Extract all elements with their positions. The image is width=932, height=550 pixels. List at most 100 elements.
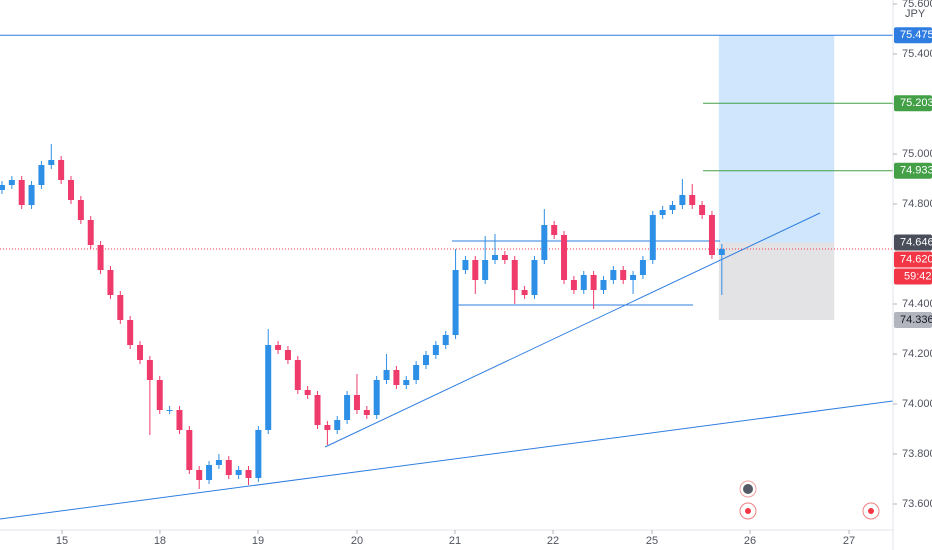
candle-body <box>176 410 183 430</box>
price-label: 74.933 <box>900 165 932 177</box>
candle-body <box>225 460 232 475</box>
candle-body <box>206 465 213 480</box>
currency-label: JPY <box>905 8 926 20</box>
candle-body <box>48 160 55 165</box>
candle-body <box>8 180 15 185</box>
candle-body <box>363 410 370 415</box>
trendline <box>0 400 894 520</box>
candle-body <box>442 335 449 345</box>
price-label-box <box>894 95 932 112</box>
candle-body <box>620 270 627 280</box>
candle-body <box>146 360 153 380</box>
x-tick-label: 27 <box>843 535 855 547</box>
price-label-box <box>894 251 932 268</box>
candle-body <box>699 205 706 215</box>
candle-body <box>196 470 203 480</box>
candle-body <box>649 215 656 260</box>
y-tick-label: 75.400 <box>902 48 932 60</box>
x-tick-label: 18 <box>154 535 166 547</box>
candle-body <box>344 395 351 420</box>
candle-body <box>334 420 341 430</box>
candle-body <box>639 260 646 275</box>
countdown-box <box>894 268 932 285</box>
candle-body <box>255 430 262 478</box>
candle-body <box>235 470 242 475</box>
price-label: 75.475 <box>900 29 932 41</box>
price-label-box <box>894 162 932 179</box>
event-icon-dot <box>743 484 753 494</box>
candle-body <box>492 255 499 260</box>
x-tick-label: 19 <box>252 535 264 547</box>
candle-body <box>600 280 607 290</box>
price-label-box <box>894 27 932 44</box>
event-icon-dot <box>868 508 874 514</box>
y-tick-label: 74.000 <box>902 398 932 410</box>
candle-body <box>87 220 94 245</box>
plot-area <box>0 34 894 520</box>
candle-body <box>610 270 617 280</box>
candle-body <box>383 370 390 380</box>
event-icon-dot <box>745 508 751 514</box>
candle-body <box>718 249 725 255</box>
candle-body <box>561 235 568 280</box>
candle-body <box>432 345 439 355</box>
y-tick-label: 74.400 <box>902 298 932 310</box>
x-tick-label: 20 <box>351 535 363 547</box>
x-tick-label: 22 <box>547 535 559 547</box>
x-tick-label: 25 <box>646 535 658 547</box>
candle-body <box>127 320 134 345</box>
y-tick-label: 75.600 <box>902 0 932 10</box>
candle-body <box>58 160 65 180</box>
profit-zone <box>718 35 835 243</box>
x-tick-label: 15 <box>56 535 68 547</box>
price-label-box <box>894 312 932 328</box>
candle-body <box>97 245 104 270</box>
candle-body <box>501 255 508 260</box>
x-tick-label: 26 <box>744 535 756 547</box>
candle-body <box>570 280 577 290</box>
candle-body <box>304 390 311 395</box>
candle-body <box>314 395 321 425</box>
candle-body <box>275 345 282 350</box>
candle-body <box>373 380 380 415</box>
candle-body <box>541 225 548 260</box>
candle-body <box>18 180 25 205</box>
event-icons <box>739 480 880 520</box>
y-tick-label: 75.000 <box>902 148 932 160</box>
candle-body <box>38 165 45 185</box>
candle-body <box>669 205 676 210</box>
candle-body <box>324 425 331 430</box>
candle-body <box>186 430 193 470</box>
candle-body <box>107 270 114 295</box>
y-tick-label: 73.800 <box>902 448 932 460</box>
candle-body <box>551 225 558 235</box>
x-tick-label: 21 <box>449 535 461 547</box>
candle-body <box>117 295 124 320</box>
y-tick-label: 74.200 <box>902 348 932 360</box>
candle-body <box>580 275 587 290</box>
price-label: 75.203 <box>900 97 932 109</box>
candle-body <box>462 260 469 270</box>
candle-body <box>0 185 5 190</box>
candle-body <box>67 180 74 200</box>
price-label-box <box>894 234 932 251</box>
candle-body <box>284 350 291 360</box>
candle-body <box>137 345 144 360</box>
candle-body <box>28 185 35 205</box>
trendline <box>324 212 821 448</box>
candle-body <box>482 260 489 280</box>
countdown-label: 59:42 <box>904 270 932 282</box>
candle-body <box>156 380 163 410</box>
candle-body <box>265 345 272 430</box>
candle-body <box>659 210 666 215</box>
candle-body <box>708 215 715 255</box>
candle-body <box>630 275 637 280</box>
candle-body <box>422 355 429 365</box>
candle-body <box>393 370 400 385</box>
candle-body <box>294 360 301 390</box>
candle-body <box>531 260 538 295</box>
candle-body <box>590 275 597 290</box>
candle-body <box>679 195 686 205</box>
candle-body <box>413 365 420 380</box>
candle-body <box>452 270 459 335</box>
